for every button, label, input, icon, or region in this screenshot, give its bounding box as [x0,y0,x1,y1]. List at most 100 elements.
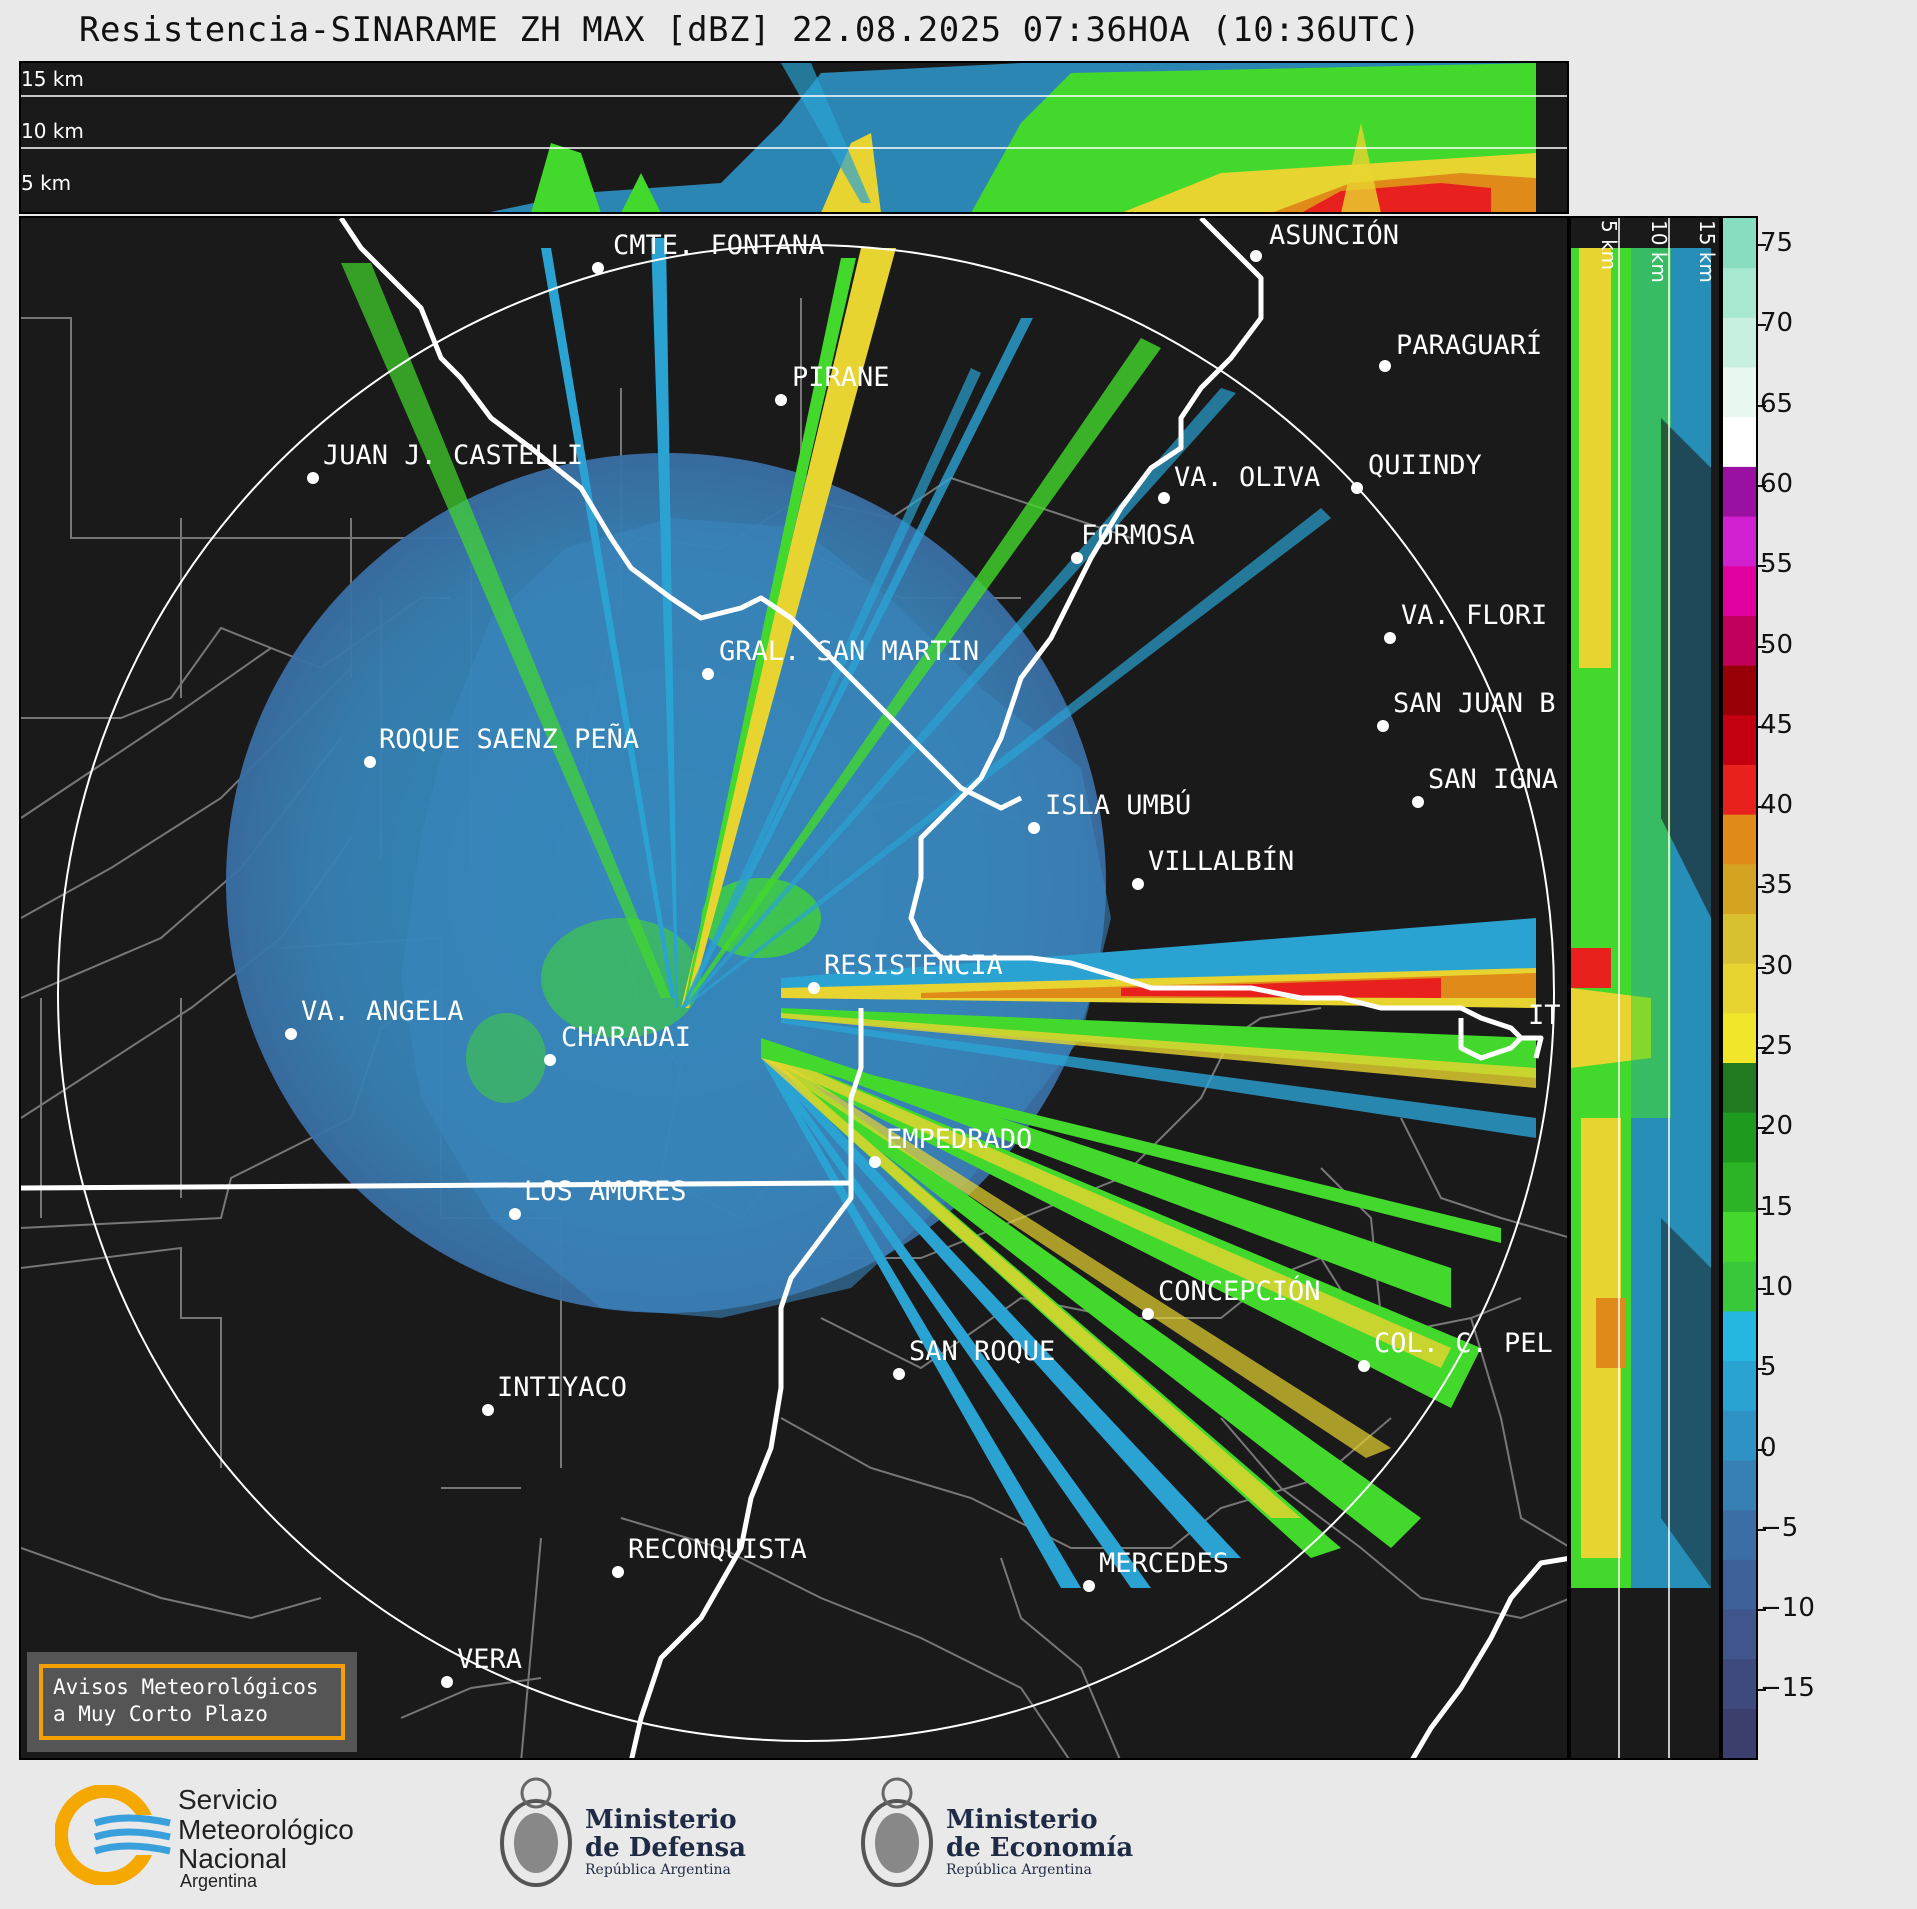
city-label-san-igna: SAN IGNA [1428,764,1559,795]
side-height-label-10km: 10 km [1647,220,1671,283]
city-label-isla-umbu: ISLA UMBÚ [1045,790,1192,821]
colorbar-tick-mark [1758,1287,1766,1290]
city-label-roque-saenz-pena: ROQUE SAENZ PEÑA [379,724,640,755]
city-marker[interactable] [893,1368,905,1380]
radar-map [21,218,1567,1758]
colorbar-tick-label: 65 [1760,388,1794,419]
colorbar-tick-mark [1758,1448,1766,1451]
colorbar-band [1723,1360,1756,1411]
city-marker[interactable] [702,668,714,680]
city-marker[interactable] [307,472,319,484]
side-cross-section-panel: 5 km 10 km 15 km [1569,216,1721,1760]
city-marker[interactable] [1379,360,1391,372]
defensa-coat-of-arms-icon [500,1777,572,1887]
city-label-va-flori: VA. FLORI [1401,600,1548,631]
city-label-concepcion: CONCEPCIÓN [1158,1276,1321,1307]
city-marker[interactable] [1132,878,1144,890]
colorbar-tick-label: 55 [1760,549,1794,580]
city-marker[interactable] [1377,720,1389,732]
colorbar-tick-mark [1758,324,1766,327]
city-marker[interactable] [869,1156,881,1168]
city-marker[interactable] [285,1028,297,1040]
city-marker[interactable] [1028,822,1040,834]
top-height-label-10km: 10 km [21,119,84,143]
colorbar-tick-label: 35 [1760,870,1794,901]
colorbar-band [1723,1658,1756,1709]
city-label-los-amores: LOS AMORES [524,1176,687,1207]
city-marker-resistencia[interactable] [808,982,820,994]
colorbar-tick-label: 5 [1760,1352,1777,1383]
city-label-pirane: PIRANE [792,362,890,393]
city-label-resistencia: RESISTENCIA [824,950,1003,981]
city-marker[interactable] [612,1566,624,1578]
city-marker[interactable] [1358,1360,1370,1372]
range-ring [57,244,1555,1742]
colorbar-band [1723,1112,1756,1163]
smn-line-2: Meteorológico [178,1814,354,1845]
city-label-formosa: FORMOSA [1081,520,1195,551]
city-marker[interactable] [1083,1580,1095,1592]
defensa-line-2: de Defensa [585,1833,746,1863]
top-cross-section-panel: 15 km 10 km 5 km [19,61,1569,214]
colorbar-band [1723,764,1756,815]
city-marker[interactable] [1158,492,1170,504]
colorbar-tick-label: 25 [1760,1031,1794,1061]
economia-line-3: República Argentina [946,1862,1092,1878]
colorbar-band [1723,1509,1756,1560]
city-marker[interactable] [544,1054,556,1066]
colorbar-band [1723,1211,1756,1262]
city-marker[interactable] [1071,552,1083,564]
city-label-san-juan-b: SAN JUAN B [1393,688,1556,719]
city-marker[interactable] [1142,1308,1154,1320]
city-marker[interactable] [441,1676,453,1688]
radar-map-panel[interactable]: CMTE. FONTANA ASUNCIÓN PARAGUARÍ PIRANE … [19,216,1569,1760]
colorbar-tick-mark [1758,1127,1766,1130]
colorbar-band [1723,565,1756,616]
colorbar-band [1723,218,1756,269]
colorbar-tick-label: 20 [1760,1111,1794,1142]
top-height-label-15km: 15 km [21,67,84,91]
colorbar-tick-label: 40 [1760,790,1794,821]
colorbar-band [1723,863,1756,914]
smn-line-4: Argentina [180,1871,258,1891]
colorbar-band [1723,317,1756,368]
colorbar-band [1723,1459,1756,1511]
colorbar-tick-label: 15 [1760,1191,1794,1222]
colorbar-band [1723,267,1756,318]
side-cross-section-plot [1571,218,1711,1758]
colorbar-tick-mark [1758,966,1766,969]
city-label-quiindy: QUIINDY [1368,450,1482,481]
city-marker[interactable] [364,756,376,768]
city-marker[interactable] [1384,632,1396,644]
city-label-mercedes: MERCEDES [1099,1548,1230,1579]
city-label-asuncion: ASUNCIÓN [1269,220,1400,251]
city-label-paraguari: PARAGUARÍ [1396,330,1543,361]
city-marker[interactable] [592,262,604,274]
city-marker[interactable] [482,1404,494,1416]
colorbar-band [1723,1161,1756,1213]
colorbar-band [1723,913,1756,964]
page-title: Resistencia-SINARAME ZH MAX [dBZ] 22.08.… [78,10,1422,50]
city-marker[interactable] [509,1208,521,1220]
city-label-va-angela: VA. ANGELA [301,996,464,1027]
city-label-cmte-fontana: CMTE. FONTANA [613,230,825,261]
economia-line-1: Ministerio [946,1805,1098,1835]
city-marker[interactable] [1412,796,1424,808]
colorbar-tick-label: 30 [1760,950,1794,981]
city-marker[interactable] [1250,250,1262,262]
aviso-box[interactable]: Avisos Meteorológicos a Muy Corto Plazo [27,1652,357,1752]
city-label-charadai: CHARADAI [561,1022,692,1053]
city-marker[interactable] [1351,482,1363,494]
city-label-it: IT [1528,1000,1561,1031]
city-marker[interactable] [775,394,787,406]
top-cross-section-plot [21,63,1567,212]
colorbar-tick-mark [1758,1689,1766,1692]
city-label-vera: VERA [457,1644,523,1675]
city-label-juan-j-castelli: JUAN J. CASTELLI [323,440,584,471]
colorbar-band [1723,1012,1756,1064]
colorbar-tick-label: 70 [1760,308,1794,339]
colorbar-band [1723,516,1756,567]
colorbar-tick-label: 75 [1760,228,1794,258]
colorbar-scale [1723,218,1756,1759]
colorbar-tick-mark [1758,484,1766,487]
